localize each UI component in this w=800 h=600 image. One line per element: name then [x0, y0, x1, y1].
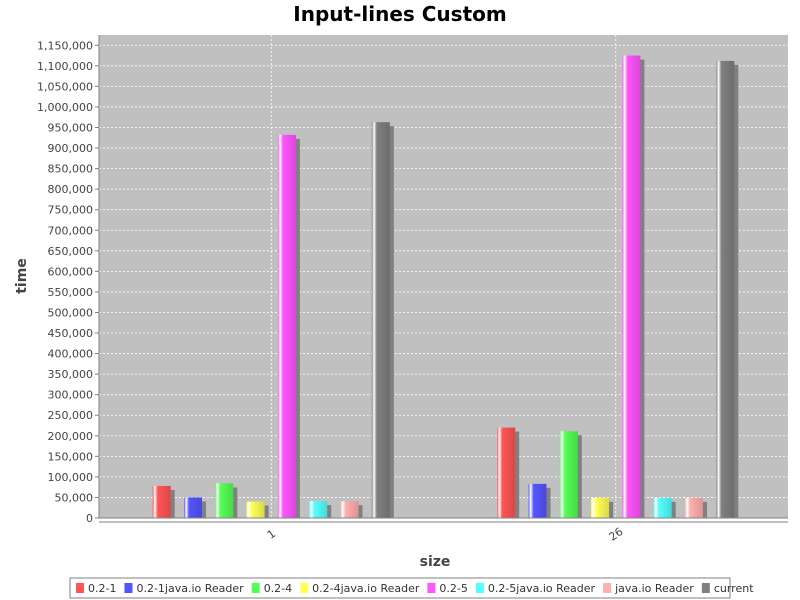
legend-swatch [300, 583, 309, 593]
y-tick-label: 150,000 [48, 450, 94, 463]
grid-lines [99, 35, 788, 519]
x-tick-labels: 1 26 [265, 525, 626, 544]
bar-0-2-1java-io-reader-1 [184, 497, 202, 518]
y-tick-labels: 0 50,000 100,000 150,000 200,000 250,000 300,0… [37, 39, 99, 525]
y-tick-label: 50,000 [55, 491, 94, 504]
bar-0-2-1-26 [497, 427, 516, 518]
y-tick-label: 300,000 [48, 389, 94, 402]
legend-label: 0.2-5java.io Reader [488, 582, 596, 595]
y-tick-label: 350,000 [48, 368, 94, 381]
legend-swatch [124, 583, 133, 593]
y-tick-label: 400,000 [48, 348, 94, 361]
legend-label: java.io Reader [614, 582, 694, 595]
legend-label: 0.2-1 [88, 582, 116, 595]
y-tick-label: 1,100,000 [37, 60, 93, 73]
y-tick-label: 1,000,000 [37, 101, 93, 114]
y-tick-label: 450,000 [48, 327, 94, 340]
y-axis-label: time [14, 258, 30, 294]
y-tick-label: 650,000 [48, 245, 94, 258]
chart-title: Input-lines Custom [293, 2, 506, 26]
legend-label: 0.2-4java.io Reader [312, 582, 420, 595]
bar-current-1 [371, 122, 390, 518]
y-tick-label: 100,000 [48, 471, 94, 484]
bars [152, 55, 739, 519]
bar-0-2-4-1 [215, 483, 234, 518]
legend-label: 0.2-5 [439, 582, 467, 595]
legend-swatch [427, 583, 436, 593]
legend-swatch [603, 583, 612, 593]
y-tick-label: 850,000 [48, 163, 94, 176]
legend-swatch [475, 583, 484, 593]
x-axis-label: size [420, 554, 451, 570]
y-tick-label: 750,000 [48, 204, 94, 217]
axes [98, 35, 788, 523]
bar-0-2-1java-io-reader-26 [528, 483, 547, 518]
bar-current-26 [716, 60, 735, 518]
y-tick-label: 1,050,000 [37, 80, 93, 93]
bar-0-2-5-26 [622, 55, 641, 518]
legend-swatch [251, 583, 260, 593]
legend-box [69, 577, 731, 599]
y-tick-label: 600,000 [48, 265, 94, 278]
y-tick-label: 1,150,000 [37, 39, 93, 52]
y-tick-label: 0 [86, 512, 93, 525]
plot-area [99, 35, 788, 518]
y-tick-label: 500,000 [48, 306, 94, 319]
bar-java-io-reader-1 [340, 501, 359, 518]
legend-label: 0.2-1java.io Reader [136, 582, 244, 595]
y-tick-label: 950,000 [48, 121, 94, 134]
legend-swatch [76, 583, 84, 593]
bar-0-2-4java-io-reader-26 [591, 497, 610, 518]
legend-swatch [701, 583, 710, 593]
bar-0-2-5java-io-reader-1 [309, 501, 328, 518]
bar-0-2-5-1 [277, 134, 296, 519]
legend-label: current [714, 582, 754, 595]
y-tick-label: 550,000 [48, 286, 94, 299]
legend-label: 0.2-4 [264, 582, 292, 595]
y-tick-label: 250,000 [48, 409, 94, 422]
bar-0-2-4-26 [559, 431, 578, 518]
bar-0-2-4java-io-reader-1 [246, 501, 265, 518]
y-tick-label: 800,000 [48, 183, 94, 196]
x-tick-label: 26 [607, 525, 626, 544]
legend: 0.2-1 0.2-1java.io Reader 0.2-4 0.2-4java.i… [69, 577, 754, 599]
bar-0-2-1-1 [152, 485, 171, 518]
y-tick-label: 900,000 [48, 142, 94, 155]
x-tick-label: 1 [265, 527, 278, 542]
y-tick-label: 200,000 [48, 430, 94, 443]
y-tick-label: 700,000 [48, 224, 94, 237]
bar-0-2-5java-io-reader-26 [653, 497, 672, 518]
bar-java-io-reader-26 [685, 497, 703, 518]
